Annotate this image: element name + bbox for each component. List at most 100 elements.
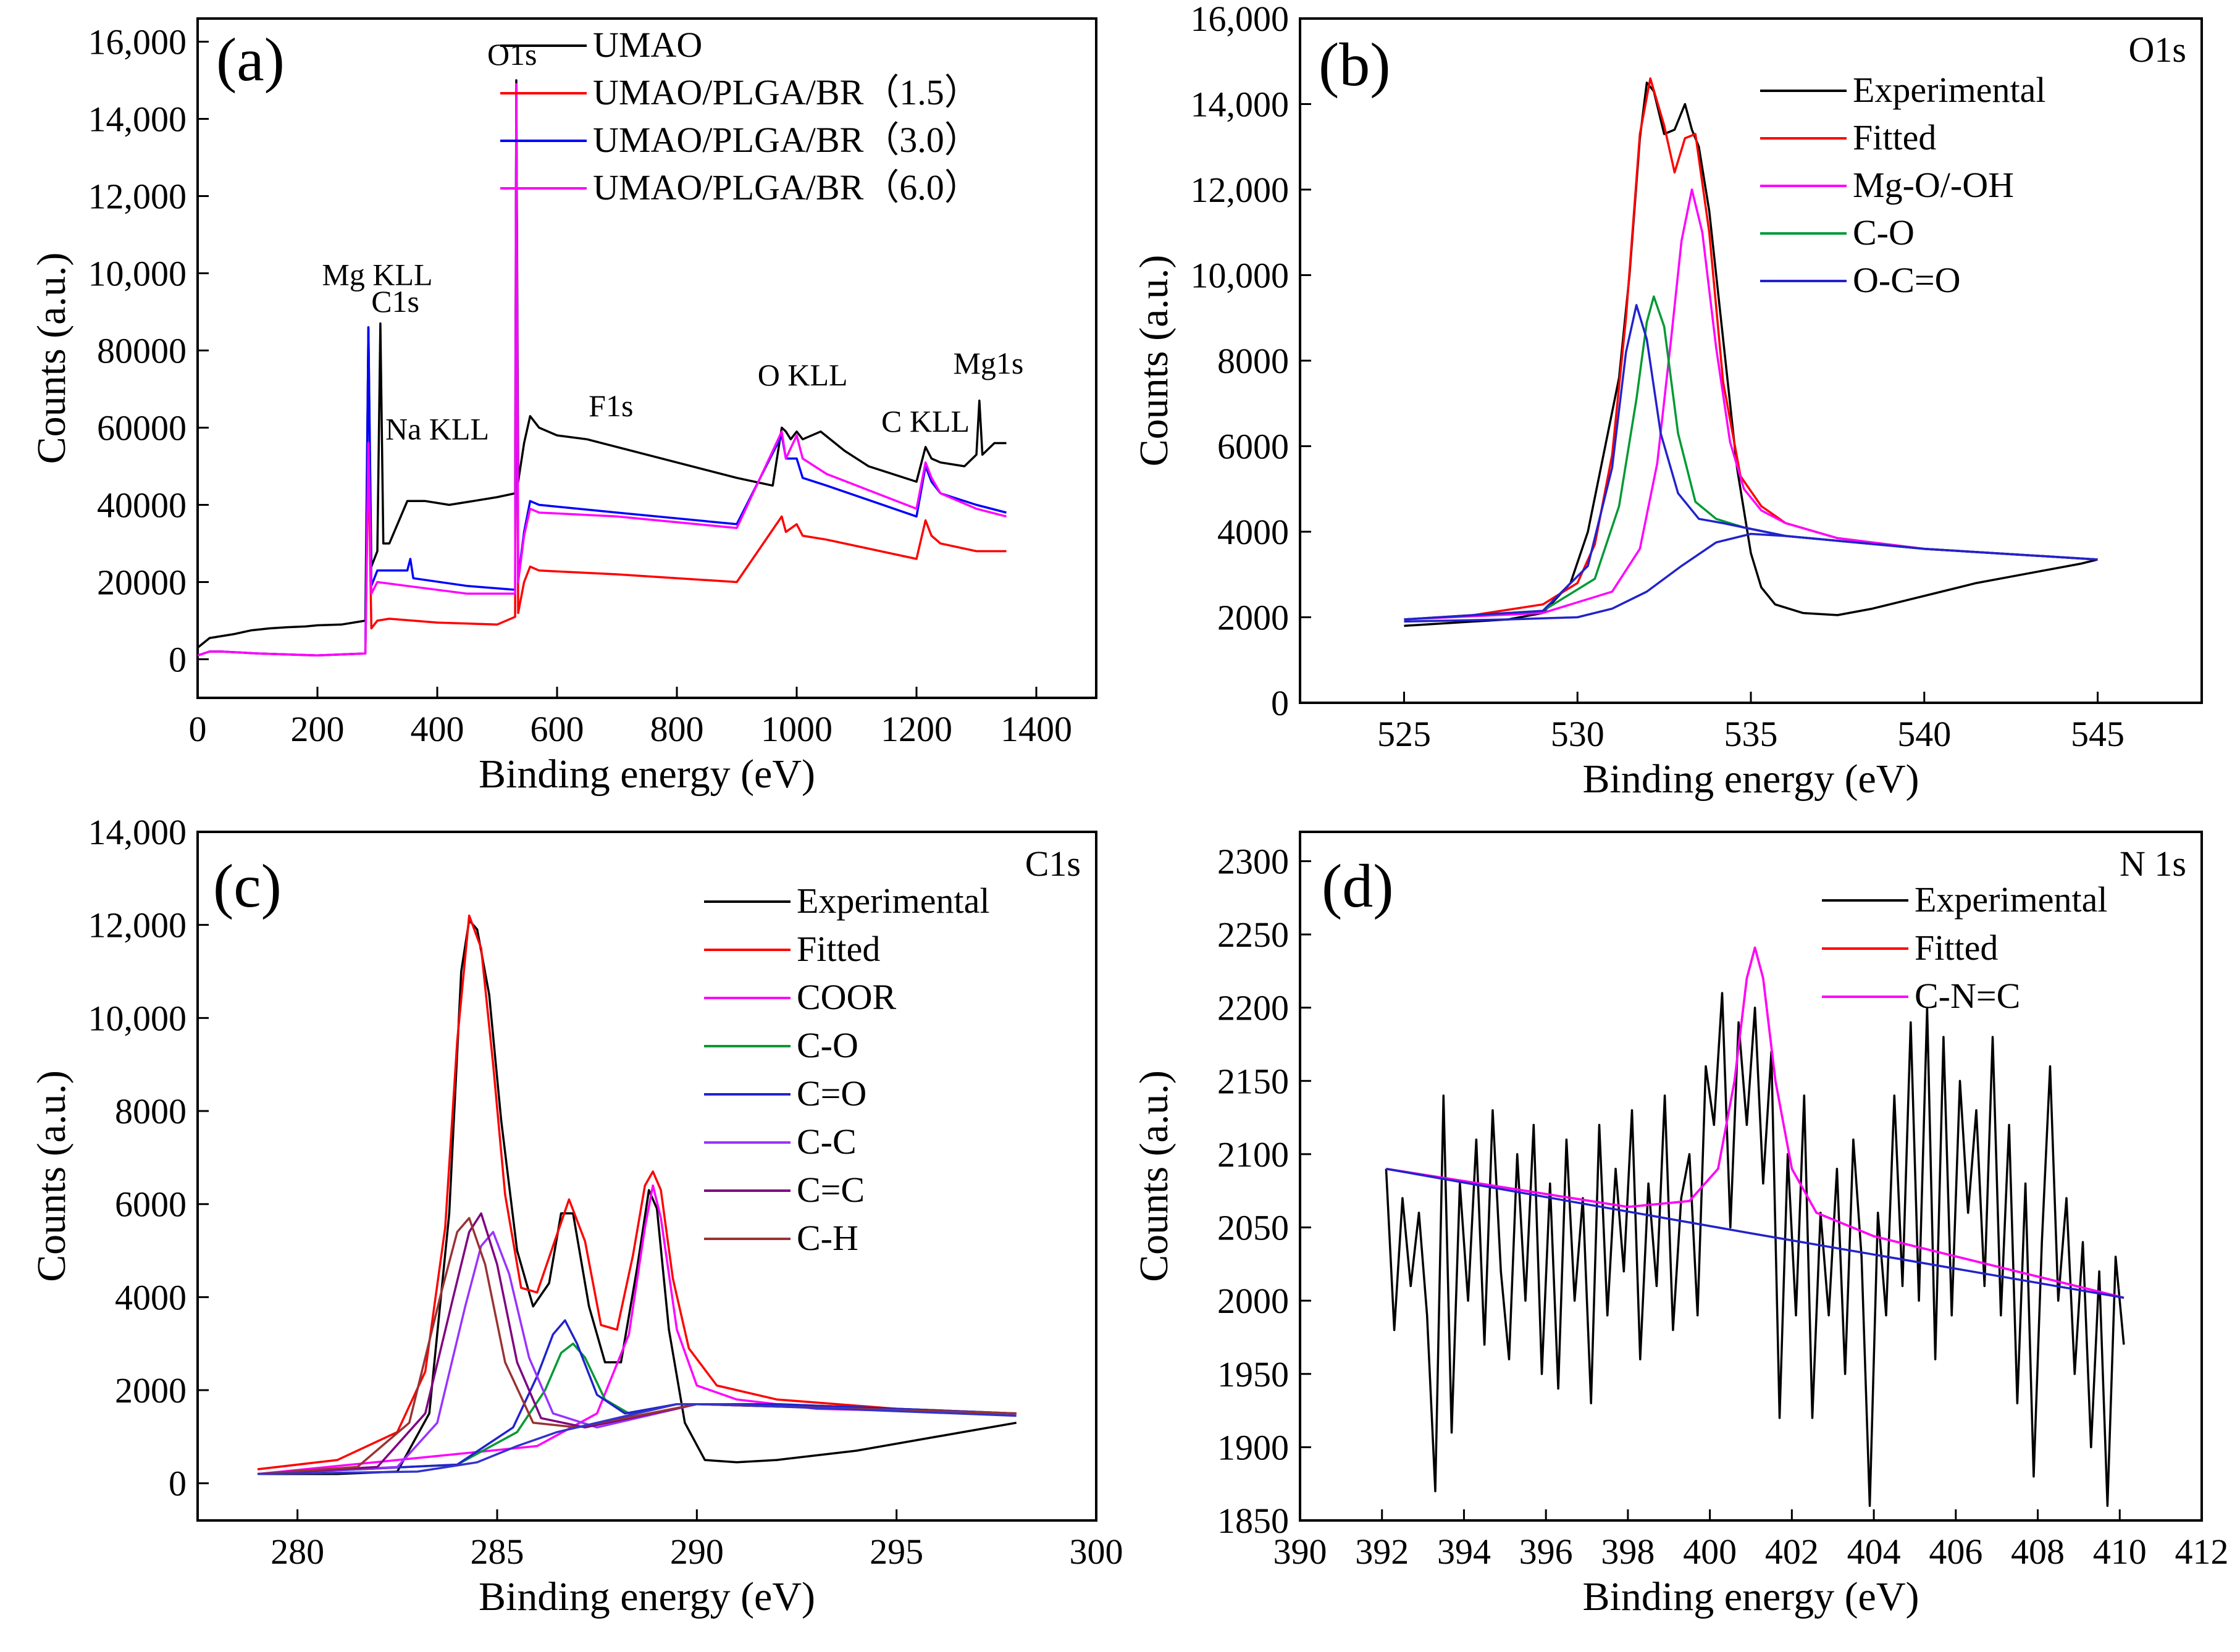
series-line-o-c-o	[1404, 304, 2098, 621]
x-tick-label: 285	[471, 1532, 524, 1572]
legend-entry: Fitted	[797, 929, 880, 969]
x-tick-label: 390	[1273, 1532, 1327, 1572]
y-tick-label: 12,000	[88, 905, 187, 945]
y-tick-label: 8000	[1217, 341, 1289, 381]
y-tick-label: 2000	[1217, 598, 1289, 638]
peak-annotation: Na KLL	[385, 411, 489, 446]
y-tick-label: 14,000	[88, 99, 187, 140]
x-tick-label: 406	[1929, 1532, 1982, 1572]
y-tick-label: 2250	[1217, 915, 1289, 955]
y-tick-label: 12,000	[88, 177, 187, 217]
y-tick-label: 8000	[115, 1091, 187, 1131]
legend-entry: C-C	[797, 1122, 857, 1162]
series-line-fitted	[257, 914, 1017, 1470]
series-line-baseline	[1386, 1167, 2125, 1299]
peak-annotation: C KLL	[881, 404, 970, 438]
y-tick-label: 1900	[1217, 1427, 1289, 1467]
y-tick-label: 2200	[1217, 988, 1289, 1028]
x-tick-label: 394	[1437, 1532, 1491, 1572]
y-tick-label: 14,000	[1191, 85, 1290, 125]
x-tick-label: 0	[189, 709, 207, 749]
series-group	[257, 914, 1017, 1475]
y-tick-label: 2300	[1217, 841, 1289, 881]
peak-annotation: O1s	[487, 37, 537, 72]
series-line-experimental	[1385, 992, 2125, 1507]
series-line-baseline	[1404, 532, 2098, 623]
plot-frame	[196, 831, 1097, 1522]
x-tick-label: 400	[1683, 1532, 1737, 1572]
legend-entry: C-O	[797, 1025, 858, 1065]
peak-annotation: Mg1s	[953, 346, 1023, 380]
y-tick-label: 14,000	[88, 812, 187, 852]
series-line-experimental	[258, 919, 1017, 1475]
legend-entry: COOR	[797, 977, 896, 1017]
x-tick-label: 1400	[1000, 709, 1072, 749]
legend-entry: Experimental	[1853, 70, 2045, 110]
x-tick-label: 410	[2093, 1532, 2147, 1572]
y-tick-label: 6000	[115, 1184, 187, 1225]
y-tick-label: 10,000	[88, 254, 187, 294]
panel-d: 390 392 394 396 398 400 402 404 406 408 410 412 1850…	[1131, 831, 2229, 1619]
series-line-umao-plga-br-6-0-	[198, 83, 1007, 657]
y-axis-title: Counts (a.u.)	[29, 253, 74, 464]
x-tick-label: 280	[271, 1532, 324, 1572]
y-tick-label: 0	[169, 640, 187, 680]
x-tick-label: 412	[2175, 1532, 2229, 1572]
y-tick-label: 6000	[1217, 427, 1289, 467]
x-tick-label: 290	[670, 1532, 724, 1572]
x-axis-title: Binding energy (eV)	[479, 1574, 815, 1619]
plot-frame	[196, 17, 1097, 699]
x-tick-label: 535	[1724, 714, 1778, 754]
core-level-label: O1s	[2129, 30, 2186, 70]
y-tick-label: 40000	[97, 485, 187, 526]
legend-entry: C=O	[797, 1073, 866, 1113]
series-group	[1385, 946, 2125, 1507]
panel-c: 280 285 290 295 300 0 2000 4000 6000 8000 10,000 12…	[29, 812, 1123, 1619]
series-line-mg-o-oh	[1404, 188, 2098, 621]
y-tick-label: 20000	[97, 563, 187, 603]
x-axis-title: Binding energy (eV)	[479, 752, 815, 797]
series-line-umao	[198, 79, 1007, 649]
legend-entry: Experimental	[797, 881, 989, 921]
legend-entry: Experimental	[1915, 879, 2107, 920]
series-line-c-n-c	[1386, 946, 2125, 1299]
y-tick-label: 1850	[1217, 1501, 1289, 1541]
x-tick-label: 300	[1070, 1532, 1123, 1572]
series-line-c-h	[257, 1217, 1017, 1475]
x-tick-label: 396	[1519, 1532, 1573, 1572]
legend-entry: UMAO	[593, 25, 702, 65]
x-tick-label: 545	[2071, 714, 2125, 754]
panel-label: (a)	[216, 25, 285, 94]
y-tick-label: 10,000	[1191, 256, 1290, 296]
y-tick-label: 2000	[115, 1370, 187, 1411]
y-tick-label: 2050	[1217, 1208, 1289, 1248]
x-tick-label: 1200	[881, 709, 952, 749]
y-tick-label: 4000	[115, 1277, 187, 1317]
peak-annotation: O KLL	[758, 358, 848, 392]
legend-entry: O-C=O	[1853, 260, 1960, 300]
panel-b: 525 530 535 540 545 0 2000 4000 6000 8000 10,000 12…	[1131, 0, 2203, 802]
plot-frame	[1299, 831, 2203, 1522]
y-tick-label: 4000	[1217, 512, 1289, 552]
series-line-c-o	[1404, 295, 2098, 621]
x-tick-label: 404	[1847, 1532, 1901, 1572]
y-tick-label: 16,000	[88, 22, 187, 62]
core-level-label: N 1s	[2120, 844, 2186, 884]
x-tick-label: 530	[1551, 714, 1604, 754]
y-tick-label: 16,000	[1191, 0, 1290, 39]
x-tick-label: 295	[870, 1532, 923, 1572]
series-line-experimental	[1404, 82, 2098, 627]
x-tick-label: 200	[291, 709, 345, 749]
x-tick-label: 398	[1601, 1532, 1655, 1572]
peak-annotation: Mg KLL	[322, 257, 432, 291]
x-axis-title: Binding energy (eV)	[1583, 757, 1919, 802]
panel-a: 0 200 400 600 800 1000 1200 1400 0 20000 40000 6000…	[29, 17, 1097, 797]
y-tick-label: 2150	[1217, 1061, 1289, 1101]
panel-label: (d)	[1322, 852, 1394, 920]
x-tick-label: 525	[1377, 714, 1431, 754]
x-tick-label: 540	[1897, 714, 1951, 754]
y-tick-label: 0	[1271, 683, 1289, 723]
y-axis-title: Counts (a.u.)	[1131, 1070, 1177, 1282]
series-group	[1404, 77, 2098, 627]
